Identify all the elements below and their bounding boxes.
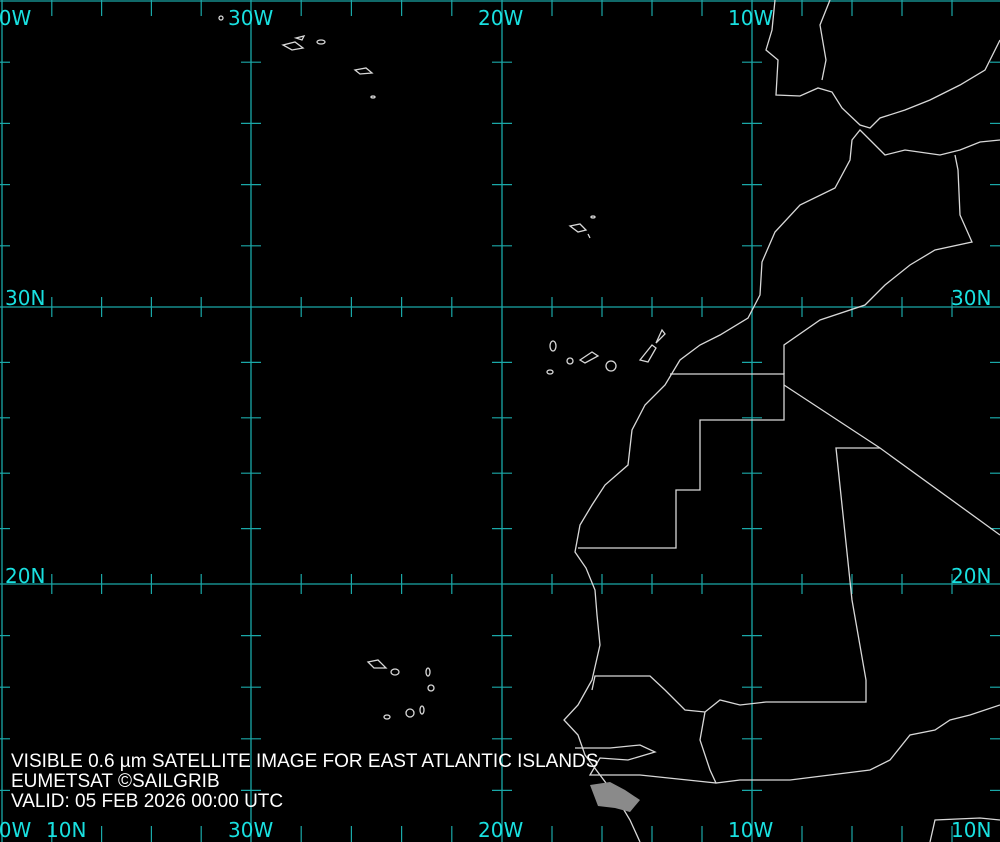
label-left-10n: 10N	[46, 818, 87, 842]
label-right-30n: 30N	[951, 286, 992, 310]
label-bottom-20w: 20W	[478, 818, 524, 842]
mali-border-south	[699, 704, 1000, 784]
gambia-guinea-borders	[575, 744, 717, 784]
label-top-20w: 20W	[478, 6, 524, 30]
africa-coast	[563, 129, 1000, 842]
canary-islands	[546, 328, 666, 375]
label-bottom-30w: 30W	[228, 818, 274, 842]
bottom-right-coast	[929, 817, 1000, 842]
label-left-20n: 20N	[5, 564, 46, 588]
caption-valid-time: VALID: 05 FEB 2026 00:00 UTC	[11, 791, 284, 812]
algeria-mauritania-border	[783, 384, 1000, 536]
label-top-10w: 10W	[728, 6, 774, 30]
caption-title: VISIBLE 0.6 µm SATELLITE IMAGE FOR EAST …	[11, 751, 599, 772]
label-top-30w: 30W	[228, 6, 274, 30]
cape-verde-islands	[366, 659, 435, 720]
label-top-40w: 40W	[0, 6, 32, 30]
iberia-coast	[765, 0, 1000, 129]
label-bottom-40w: 40W	[0, 818, 32, 842]
caption-credit: EUMETSAT ©SAILGRIB	[11, 771, 220, 792]
madeira-islands	[568, 215, 596, 239]
azores-islands	[218, 15, 376, 99]
coastlines	[218, 0, 1000, 842]
label-bottom-10w: 10W	[728, 818, 774, 842]
morocco-algeria-border	[783, 154, 973, 374]
ws-morocco-border	[578, 373, 785, 549]
guinea-bissau-archipelago	[590, 782, 640, 812]
label-left-30n: 30N	[5, 286, 46, 310]
label-right-20n: 20N	[951, 564, 992, 588]
iberia-east	[819, 0, 831, 81]
label-right-10n: 10N	[951, 818, 992, 842]
mauritania-mali-border	[591, 447, 880, 713]
